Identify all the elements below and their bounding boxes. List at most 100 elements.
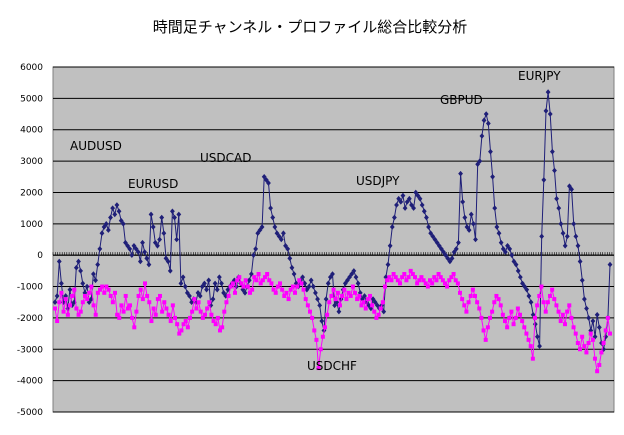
data-point (237, 275, 242, 280)
data-point (110, 300, 115, 305)
data-point (509, 309, 514, 314)
data-point (125, 242, 130, 249)
data-point (187, 293, 192, 299)
data-point (57, 300, 62, 305)
data-point (268, 205, 273, 211)
data-point (345, 277, 350, 284)
data-point (528, 344, 533, 349)
data-point (558, 221, 564, 227)
data-point (289, 264, 295, 271)
data-point (245, 284, 250, 289)
data-point (161, 230, 167, 237)
data-point (569, 315, 574, 320)
data-point (607, 261, 613, 268)
data-point (310, 315, 315, 320)
y-tick-label: -2000 (17, 314, 43, 324)
data-point (575, 242, 581, 249)
data-point (488, 148, 493, 155)
data-point (458, 170, 463, 177)
data-point (387, 275, 392, 280)
data-point (421, 208, 427, 215)
data-point (406, 195, 412, 202)
data-point (490, 309, 495, 314)
data-point (54, 293, 60, 299)
data-point (196, 300, 201, 305)
data-point (73, 264, 79, 271)
data-point (265, 272, 270, 276)
data-point (569, 186, 574, 193)
data-point (468, 211, 474, 218)
data-point (520, 319, 525, 324)
data-point (180, 274, 186, 280)
data-point (466, 227, 472, 233)
data-point (362, 293, 367, 299)
data-point (165, 258, 171, 265)
data-point (421, 278, 426, 283)
data-point (266, 180, 271, 186)
data-point (281, 230, 286, 237)
data-point (513, 315, 518, 320)
data-point (410, 272, 415, 276)
data-point (428, 230, 434, 237)
data-point (507, 246, 513, 252)
data-point (456, 239, 461, 246)
data-point (449, 275, 454, 280)
annotation-label: USDJPY (356, 174, 400, 188)
data-point (473, 293, 477, 298)
data-point (511, 258, 517, 265)
data-point (485, 325, 490, 330)
data-point (274, 230, 280, 237)
data-point (507, 315, 512, 320)
data-point (118, 217, 124, 224)
data-point (537, 293, 542, 298)
data-point (93, 277, 98, 284)
data-point (518, 312, 522, 317)
data-point (596, 324, 602, 331)
data-point (164, 306, 169, 311)
data-point (547, 111, 553, 117)
data-point (138, 287, 143, 292)
data-point (423, 281, 428, 286)
data-point (301, 287, 306, 292)
data-point (159, 214, 165, 221)
data-point (172, 214, 177, 221)
data-point (385, 278, 390, 283)
data-point (363, 306, 368, 311)
data-point (530, 356, 535, 361)
data-point (295, 284, 300, 289)
data-point (182, 283, 188, 290)
data-point (263, 275, 267, 280)
data-point (331, 287, 336, 292)
data-point (56, 258, 62, 265)
data-point (87, 290, 92, 295)
data-point (275, 284, 280, 289)
data-point (460, 297, 465, 302)
data-point (503, 319, 507, 324)
data-point (584, 350, 589, 355)
data-point (535, 333, 540, 340)
data-point (260, 278, 265, 283)
data-point (500, 312, 505, 317)
data-point (406, 275, 411, 280)
data-point (470, 221, 476, 227)
data-point (170, 303, 175, 308)
data-point (176, 211, 182, 218)
data-point (219, 280, 224, 287)
data-point (286, 297, 291, 302)
data-point (560, 312, 565, 317)
data-point (333, 297, 338, 302)
data-point (436, 242, 442, 249)
data-point (106, 287, 111, 292)
data-point (153, 312, 158, 317)
data-point (254, 278, 259, 283)
data-point (140, 239, 145, 246)
data-point (283, 242, 288, 249)
data-point (258, 281, 263, 286)
data-point (183, 319, 188, 324)
data-point (511, 322, 516, 327)
data-point (103, 221, 109, 227)
y-tick-label: 6000 (20, 63, 43, 73)
data-point (248, 290, 252, 295)
data-point (108, 214, 113, 221)
data-point (240, 286, 246, 293)
